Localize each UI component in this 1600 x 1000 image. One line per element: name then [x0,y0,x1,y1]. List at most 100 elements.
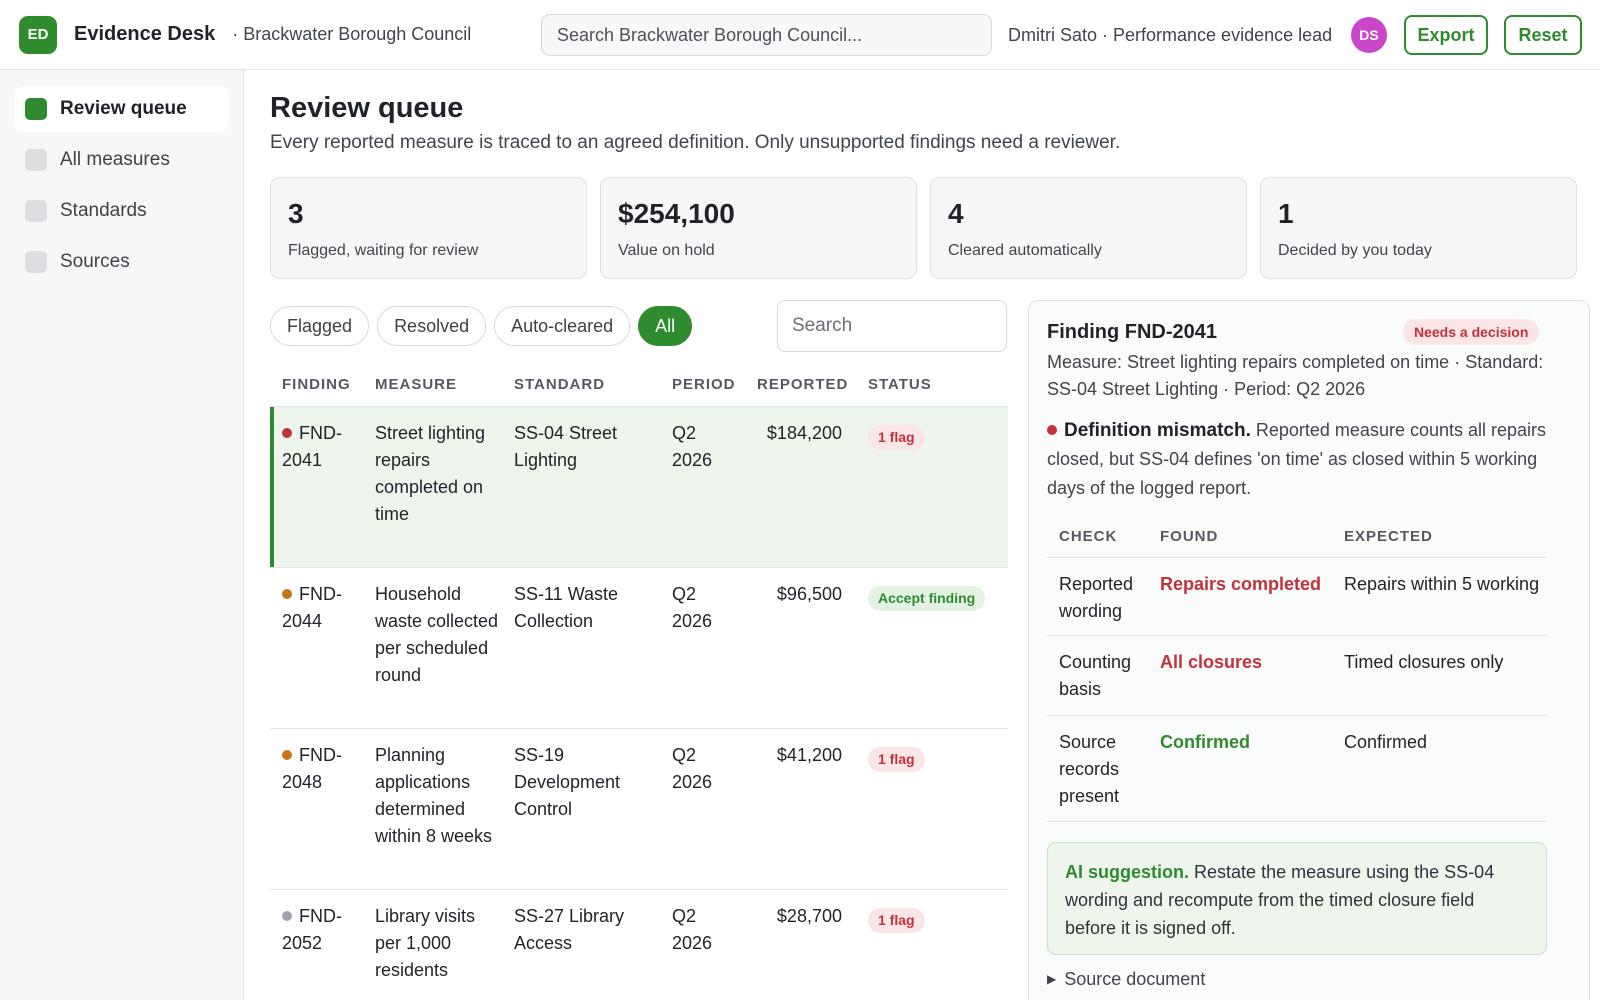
checks-header: CHECK FOUND EXPECTED [1047,511,1547,558]
finding-id: FND-2041 [282,423,342,470]
stat-label: Flagged, waiting for review [288,242,479,259]
check-row: Source records present Confirmed Confirm… [1047,716,1547,822]
check-expected: Timed closures only [1344,652,1504,672]
sidebar-item-label: Standards [60,200,147,221]
period: Q2 2026 [672,584,713,631]
mismatch-note: Definition mismatch. Reported measure co… [1047,416,1547,503]
filter-auto-cleared[interactable]: Auto-cleared [494,306,631,346]
col-measure: MEASURE [375,376,458,393]
status-badge[interactable]: Accept finding [868,586,986,611]
stat-value: 1 [1278,198,1294,229]
alert-dot [1047,425,1057,435]
caret-right-icon: ▶ [1047,972,1057,986]
col-check: CHECK [1059,528,1118,545]
stat-value: 3 [288,198,304,229]
app-logo: ED [19,15,57,54]
col-expected: EXPECTED [1344,528,1433,545]
period: Q2 2026 [672,906,713,953]
user-name: Dmitri Sato · Performance evidence lead [1008,24,1333,45]
decision-badge: Needs a decision [1403,319,1540,345]
sidebar-item-review-queue[interactable]: Review queue [14,86,229,132]
check-name: Source records present [1059,732,1120,806]
col-status: STATUS [868,376,932,393]
org-name: · Brackwater Borough Council [232,24,472,44]
stat-card-flagged: 3 Flagged, waiting for review [270,177,587,279]
filter-flagged[interactable]: Flagged [270,306,370,346]
ai-suggestion-title: AI suggestion. [1065,862,1190,882]
findings-table: FINDING MEASURE STANDARD PERIOD REPORTED… [270,362,1008,1000]
check-found: All closures [1160,652,1263,672]
status-badge: 1 flag [868,747,925,772]
top-bar: ED Evidence Desk · Brackwater Borough Co… [0,0,1600,70]
table-row[interactable]: FND-2052 Library visits per 1,000 reside… [270,890,1008,1000]
avatar[interactable]: DS [1351,17,1387,53]
period: Q2 2026 [672,745,713,792]
mismatch-text: Reported measure counts all repairs clos… [1047,420,1547,498]
period: Q2 2026 [672,423,713,470]
table-row[interactable]: FND-2041 Street lighting repairs complet… [270,407,1008,568]
standard-name: SS-04 Street Lighting [514,423,618,470]
status-badge: 1 flag [868,425,925,450]
export-button[interactable]: Export [1404,15,1488,55]
status-dot [282,750,292,760]
filter-resolved[interactable]: Resolved [377,306,487,346]
measure-name: Library visits per 1,000 residents [375,906,476,980]
standard-name: SS-11 Waste Collection [514,584,619,631]
check-found: Repairs completed [1160,574,1322,594]
col-standard: STANDARD [514,376,606,393]
page-subtitle: Every reported measure is traced to an a… [270,132,1121,153]
col-found: FOUND [1160,528,1219,545]
stat-card-decided: 1 Decided by you today [1260,177,1577,279]
status-badge: 1 flag [868,908,925,933]
status-dot [282,589,292,599]
reported-value: $28,700 [776,906,842,926]
sidebar: Review queue All measures Standards Sour… [0,70,244,1000]
source-document-label: Source document [1064,969,1206,989]
sidebar-item-standards[interactable]: Standards [14,188,229,234]
source-document-toggle[interactable]: ▶ Source document [1047,969,1205,990]
check-row: Reported wording Repairs completed Repai… [1047,558,1547,636]
global-search-input[interactable] [541,14,992,56]
app-title: Evidence Desk [74,23,216,45]
finding-meta: Measure: Street lighting repairs complet… [1047,352,1544,399]
finding-detail-panel: Finding FND-2041 Needs a decision Measur… [1028,300,1590,1000]
sidebar-item-all-measures[interactable]: All measures [14,137,229,183]
table-row[interactable]: FND-2048 Planning applications determine… [270,729,1008,890]
ai-suggestion-text: Restate the measure using the SS-04 word… [1065,862,1495,938]
stat-label: Cleared automatically [948,242,1102,259]
check-expected: Repairs within 5 working [1344,574,1540,594]
stat-label: Value on hold [618,242,715,259]
stat-value: $254,100 [618,198,735,229]
check-row: Counting basis All closures Timed closur… [1047,636,1547,716]
standard-name: SS-19 Development Control [514,745,621,819]
standards-icon [25,200,47,222]
checks-table: CHECK FOUND EXPECTED Reported wording Re… [1047,511,1547,822]
measure-name: Household waste collected per scheduled … [375,584,499,685]
table-header: FINDING MEASURE STANDARD PERIOD REPORTED… [270,362,1008,407]
finding-title: Finding FND-2041 [1047,321,1218,343]
col-period: PERIOD [672,376,736,393]
review-queue-icon [25,98,47,120]
table-row[interactable]: FND-2044 Household waste collected per s… [270,568,1008,729]
stat-card-cleared: 4 Cleared automatically [930,177,1247,279]
mismatch-title: Definition mismatch. [1064,420,1251,441]
stat-value: 4 [948,198,964,229]
check-name: Counting basis [1059,652,1132,699]
reported-value: $41,200 [776,745,842,765]
finding-id: FND-2044 [282,584,342,631]
filter-all[interactable]: All [638,306,693,346]
status-dot [282,428,292,438]
measure-name: Street lighting repairs completed on tim… [375,423,486,524]
sidebar-item-sources[interactable]: Sources [14,239,229,285]
reset-button[interactable]: Reset [1504,15,1582,55]
col-finding: FINDING [282,376,351,393]
reported-value: $96,500 [776,584,842,604]
finding-id: FND-2052 [282,906,342,953]
table-search-input[interactable] [777,300,1007,352]
status-dot [282,911,292,921]
finding-id: FND-2048 [282,745,342,792]
page-title: Review queue [270,92,464,124]
check-found: Confirmed [1160,732,1250,752]
standard-name: SS-27 Library Access [514,906,625,953]
stat-label: Decided by you today [1278,242,1432,259]
